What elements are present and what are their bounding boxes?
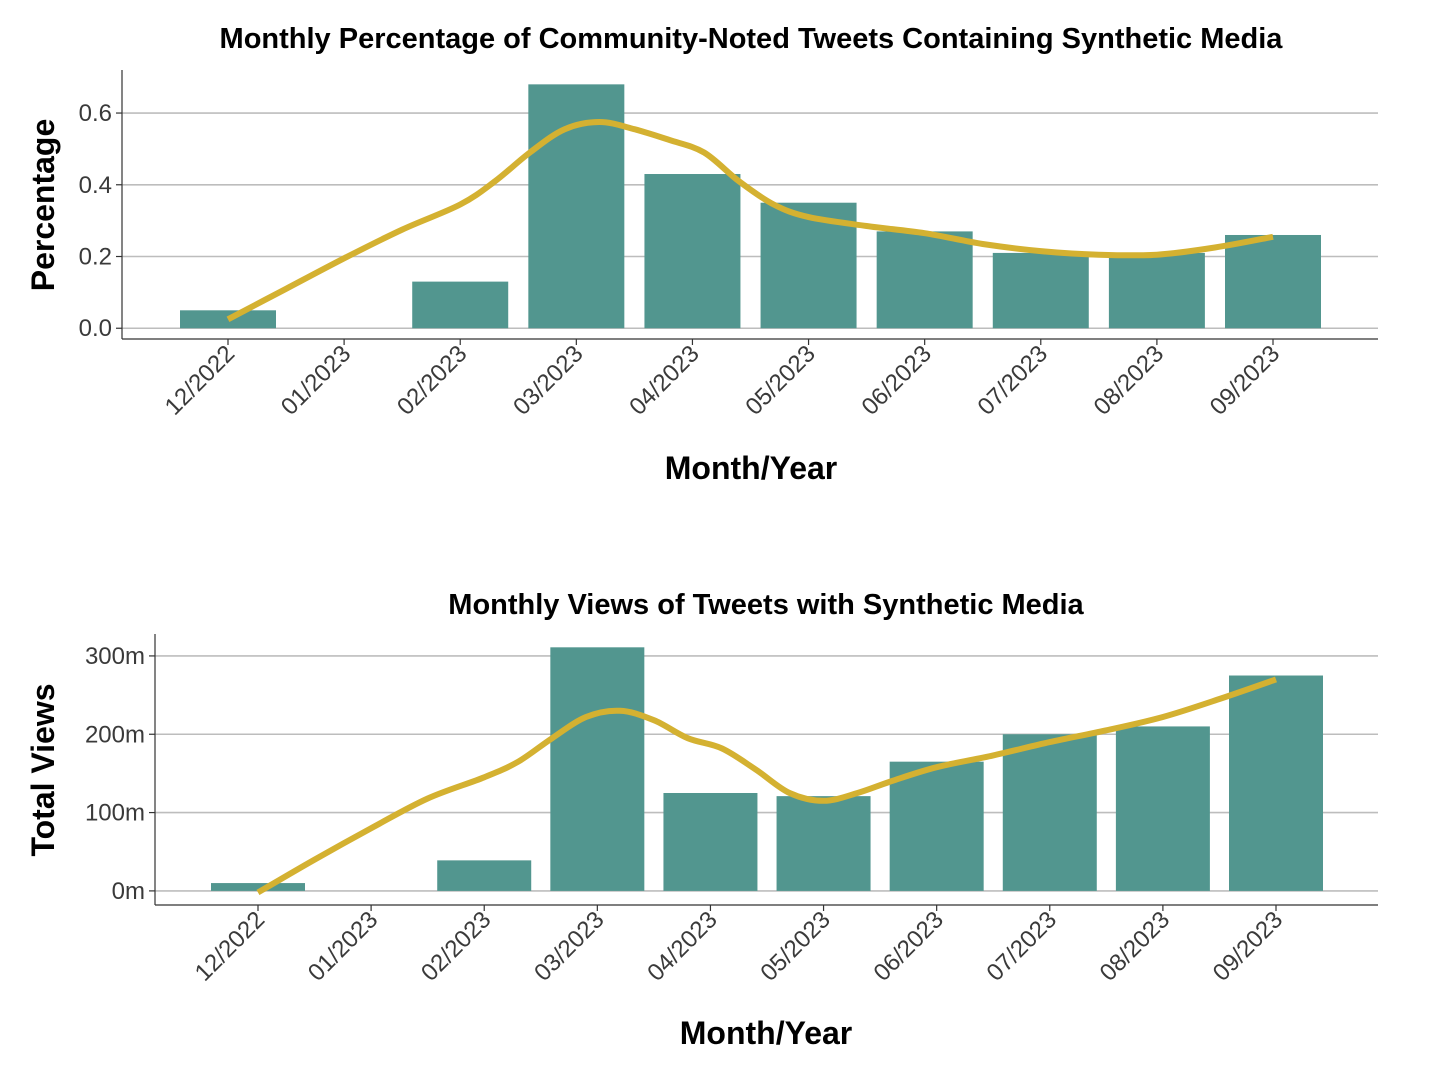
bar-03-2023 bbox=[550, 647, 645, 891]
y-tick-labels: 0m 100m 200m 300m bbox=[85, 643, 145, 905]
x-axis-title: Month/Year bbox=[665, 450, 837, 486]
x-tick-label: 03/2023 bbox=[508, 340, 588, 420]
y-tick-label: 200m bbox=[85, 721, 145, 748]
x-tick-label: 05/2023 bbox=[740, 340, 820, 420]
trend-line-group bbox=[226, 119, 1274, 322]
x-tick-label: 01/2023 bbox=[276, 340, 356, 420]
axes bbox=[116, 70, 1378, 345]
x-tick-label: 04/2023 bbox=[624, 340, 704, 420]
x-tick-label: 01/2023 bbox=[303, 906, 383, 986]
y-tick-labels: 0.0 0.2 0.4 0.6 bbox=[79, 100, 112, 342]
bar-07-2023 bbox=[1002, 734, 1097, 891]
y-tick-label: 0.0 bbox=[79, 315, 112, 342]
x-tick-label: 08/2023 bbox=[1095, 906, 1175, 986]
y-tick-label: 0.6 bbox=[79, 100, 112, 127]
bars bbox=[211, 647, 1323, 891]
views-chart: Monthly Views of Tweets with Synthetic M… bbox=[25, 589, 1378, 1051]
x-tick-label: 12/2022 bbox=[160, 340, 240, 420]
x-tick-label: 09/2023 bbox=[1205, 340, 1285, 420]
y-tick-label: 0.4 bbox=[79, 172, 112, 199]
bar-06-2023 bbox=[889, 761, 984, 891]
x-tick-label: 03/2023 bbox=[529, 906, 609, 986]
bar-04-2023 bbox=[644, 174, 741, 329]
x-tick-label: 02/2023 bbox=[392, 340, 472, 420]
x-tick-label: 06/2023 bbox=[856, 340, 936, 420]
bar-02-2023 bbox=[412, 281, 509, 329]
y-axis-title: Total Views bbox=[25, 683, 61, 856]
y-tick-label: 0m bbox=[112, 878, 145, 905]
bars bbox=[180, 84, 1321, 329]
trend-line bbox=[226, 119, 1274, 322]
bar-04-2023 bbox=[663, 792, 758, 891]
x-tick-label: 08/2023 bbox=[1089, 340, 1169, 420]
chart-title: Monthly Percentage of Community-Noted Tw… bbox=[220, 23, 1284, 55]
axes bbox=[149, 634, 1378, 911]
x-tick-label: 05/2023 bbox=[755, 906, 835, 986]
x-tick-label: 07/2023 bbox=[973, 340, 1053, 420]
x-tick-label: 04/2023 bbox=[642, 906, 722, 986]
bar-08-2023 bbox=[1115, 726, 1210, 891]
y-tick-label: 300m bbox=[85, 643, 145, 670]
y-axis-title: Percentage bbox=[25, 119, 61, 292]
bar-05-2023 bbox=[776, 796, 871, 891]
percentage-chart: Monthly Percentage of Community-Noted Tw… bbox=[25, 23, 1378, 486]
bar-02-2023 bbox=[437, 860, 532, 891]
bar-09-2023 bbox=[1225, 234, 1321, 329]
trend-line bbox=[256, 676, 1277, 896]
trend-line-group bbox=[256, 676, 1277, 896]
y-tick-label: 0.2 bbox=[79, 244, 112, 271]
bar-08-2023 bbox=[1108, 252, 1205, 329]
y-tick-label: 100m bbox=[85, 800, 145, 827]
x-tick-label: 07/2023 bbox=[982, 906, 1062, 986]
bar-09-2023 bbox=[1229, 675, 1323, 891]
x-tick-label: 12/2022 bbox=[190, 906, 270, 986]
bar-12-2022 bbox=[211, 883, 305, 891]
x-axis-title: Month/Year bbox=[680, 1015, 852, 1051]
x-tick-label: 06/2023 bbox=[868, 906, 948, 986]
bar-06-2023 bbox=[876, 231, 973, 329]
chart-title: Monthly Views of Tweets with Synthetic M… bbox=[448, 589, 1084, 621]
x-tick-label: 02/2023 bbox=[416, 906, 496, 986]
x-tick-labels: 12/2022 01/2023 02/2023 03/2023 04/2023 05/20… bbox=[190, 906, 1288, 986]
x-tick-labels: 12/2022 01/2023 02/2023 03/2023 04/2023 05/20… bbox=[160, 340, 1285, 420]
x-tick-label: 09/2023 bbox=[1208, 906, 1288, 986]
bar-07-2023 bbox=[992, 252, 1089, 329]
